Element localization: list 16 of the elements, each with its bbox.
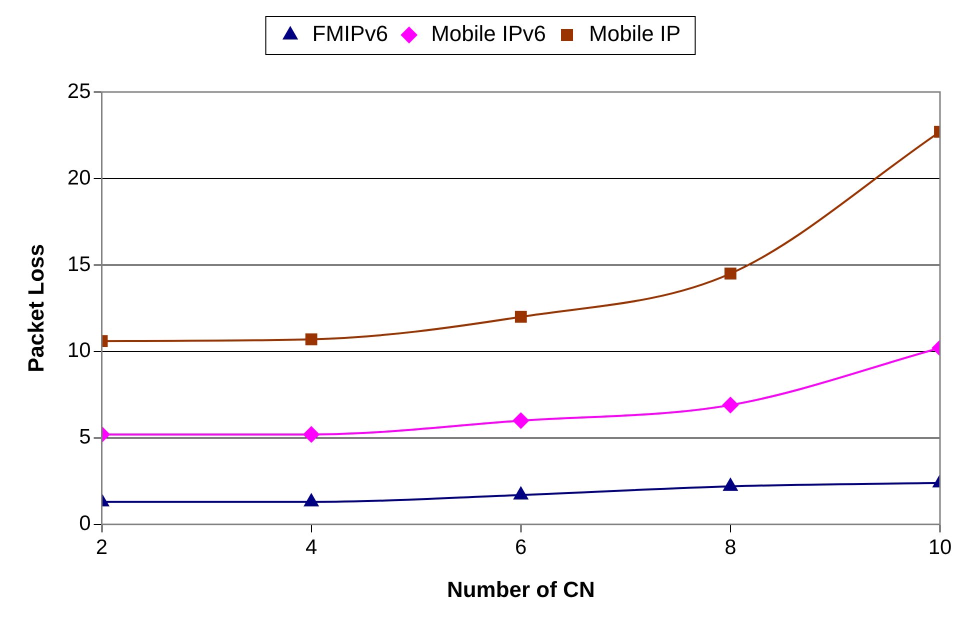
- legend-label: Mobile IP: [589, 21, 681, 46]
- x-tick-label: 10: [928, 536, 952, 559]
- x-tick-label: 2: [96, 536, 108, 559]
- x-tick-label: 8: [724, 536, 736, 559]
- x-tick-label: 6: [515, 536, 527, 559]
- y-tick-label: 10: [67, 339, 91, 362]
- x-axis-title: Number of CN: [446, 576, 595, 602]
- y-tick-label: 0: [79, 512, 91, 536]
- legend-label: FMIPv6: [312, 21, 388, 46]
- y-tick-label: 25: [67, 80, 91, 103]
- y-tick-label: 15: [67, 252, 91, 276]
- y-axis-title: Packet Loss: [23, 244, 48, 372]
- y-tick-label: 20: [67, 166, 91, 190]
- y-tick-label: 5: [79, 426, 91, 449]
- legend-label: Mobile IPv6: [431, 21, 546, 46]
- x-tick-label: 4: [305, 536, 318, 559]
